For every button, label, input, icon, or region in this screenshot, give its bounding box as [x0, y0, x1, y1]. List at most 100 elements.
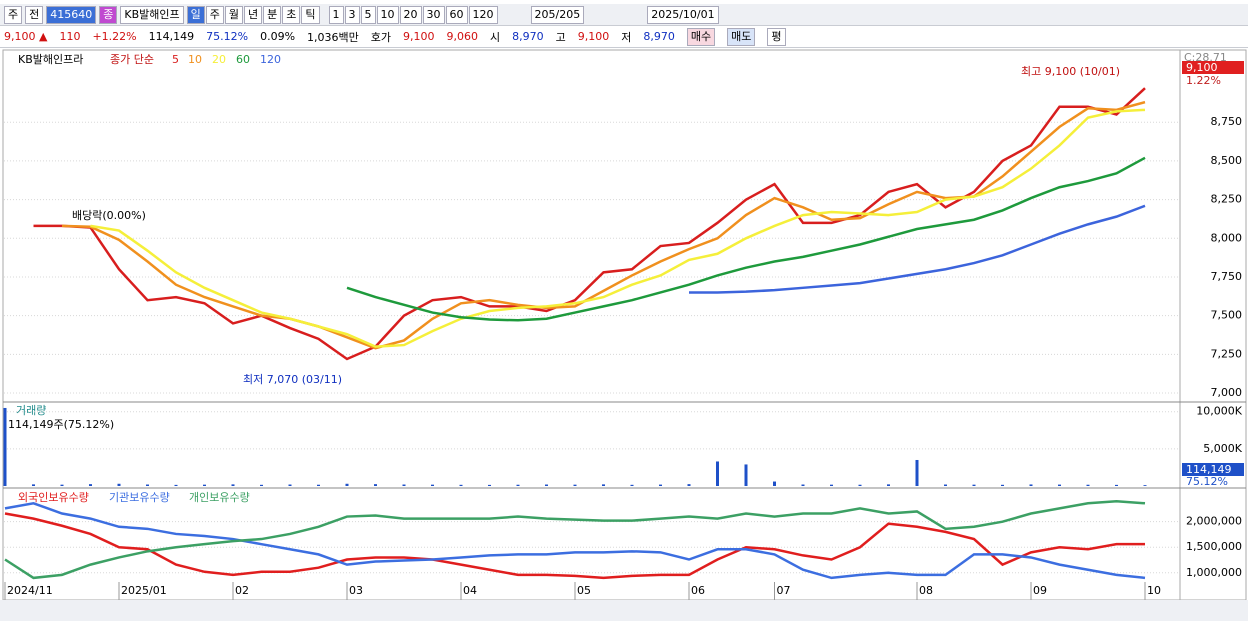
x-tick-label: 2025/01: [121, 584, 167, 597]
range-button[interactable]: 5: [360, 5, 376, 24]
unit-button[interactable]: 초: [282, 5, 301, 24]
sell[interactable]: 매도: [727, 27, 756, 46]
legend-entry: 120: [260, 53, 281, 66]
x-tick-label: 09: [1033, 584, 1047, 597]
volume-bar: [630, 484, 634, 486]
volume-bar: [203, 484, 206, 486]
volume-bar: [117, 483, 121, 486]
kind[interactable]: 종: [99, 5, 118, 24]
y-tick-label: 10,000K: [1196, 405, 1242, 418]
unit-button[interactable]: 틱: [301, 5, 320, 24]
volume-bar: [830, 484, 833, 486]
volume-bar: [858, 484, 862, 486]
prev[interactable]: 전: [25, 5, 44, 24]
annotation: 최저 7,070 (03/11): [243, 373, 342, 386]
quote-bar: 9,100 ▲ 110 +1.22% 114,149 75.12% 0.09% …: [0, 26, 1248, 48]
price: 9,100 ▲: [4, 30, 48, 43]
series-line: [90, 108, 1146, 348]
last-box: [1182, 61, 1244, 74]
volume-rate: 75.12%: [206, 30, 249, 43]
change: 110: [59, 30, 81, 43]
last-label: 9,100: [1186, 61, 1218, 74]
rate: +1.22%: [92, 30, 137, 43]
avg[interactable]: 평: [767, 27, 786, 46]
buy[interactable]: 매수: [686, 27, 716, 46]
annotation: 최고 9,100 (10/01): [1021, 65, 1120, 78]
chart: KB발해인프라 종가 단순 5 10 20 60 120 C:28.71 9,100 1…: [0, 49, 1248, 621]
series-line: [4, 499, 1146, 580]
volume-bar: [3, 407, 7, 486]
turnover: 0.09%: [260, 30, 296, 43]
volume-bar: [573, 484, 577, 486]
stock-name[interactable]: KB발해인프: [120, 5, 184, 24]
y-tick-label: 7,000: [1211, 386, 1243, 399]
y-tick-label: 7,250: [1211, 347, 1243, 360]
series-line: [4, 501, 1146, 580]
range-button[interactable]: 20: [399, 5, 422, 24]
period[interactable]: 주: [4, 5, 23, 24]
x-tick-label: 2024/11: [7, 584, 53, 597]
volume-bar: [915, 459, 919, 486]
legend-entry: 외국인보유수량: [18, 491, 89, 504]
range-button[interactable]: 10: [376, 5, 399, 24]
volume-bar: [431, 484, 434, 486]
bid: 9,060: [446, 30, 479, 43]
unit-button[interactable]: 일: [186, 5, 205, 24]
volume-bar: [516, 484, 520, 486]
open-label: 시: [490, 30, 501, 44]
x-tick-label: 03: [349, 584, 363, 597]
x-tick-label: 07: [777, 584, 791, 597]
volume-bar: [1115, 484, 1118, 486]
volume-bar: [1058, 484, 1061, 486]
range-button[interactable]: 30: [422, 5, 445, 24]
scroll-bar[interactable]: [0, 600, 1248, 621]
volume-bar: [545, 484, 548, 486]
y-tick-label: 7,750: [1211, 270, 1243, 283]
legend: 5 10 20 60 120: [172, 53, 281, 66]
legend-entry: 개인보유수량: [189, 491, 250, 504]
annotation: 배당락(0.00%): [72, 209, 146, 222]
x-tick-label: 06: [691, 584, 705, 597]
y-tick-label: 2,000,000: [1186, 515, 1242, 528]
y-tick-label: 1,000,000: [1186, 566, 1242, 579]
volume-bar: [716, 461, 719, 486]
volume-bar: [602, 484, 605, 486]
legend-entry: 60: [236, 53, 250, 66]
range-button[interactable]: 60: [445, 5, 468, 24]
volume-bar: [374, 484, 377, 486]
y-tick-label: 5,000K: [1203, 442, 1242, 455]
open: 8,970: [512, 30, 544, 43]
high: 9,100: [577, 30, 610, 43]
last-rate: 1.22%: [1186, 74, 1221, 87]
chart-title: KB발해인프라: [18, 52, 83, 66]
y-tick-label: 8,500: [1211, 154, 1243, 167]
code[interactable]: 415640: [46, 5, 97, 24]
volume-bar: [32, 484, 35, 486]
volume-bar: [402, 484, 406, 486]
range-button[interactable]: 1: [328, 5, 344, 24]
volume-bar: [89, 484, 92, 486]
volume-bar: [174, 484, 178, 486]
volume-box: [1182, 463, 1244, 476]
volume-bar: [1086, 484, 1090, 486]
ask-label: 호가: [370, 30, 392, 44]
unit-button[interactable]: 주: [205, 5, 224, 24]
volume-bar: [773, 481, 776, 486]
range-button[interactable]: 120: [468, 5, 498, 24]
x-tick-label: 08: [919, 584, 933, 597]
unit-button[interactable]: 분: [263, 5, 282, 24]
volume-bar: [659, 484, 662, 486]
unit-button[interactable]: 년: [244, 5, 263, 24]
series-line: [33, 87, 1146, 361]
volume-bar: [687, 484, 691, 486]
ask: 9,100: [403, 30, 435, 43]
y-tick-label: 1,500,000: [1186, 540, 1242, 553]
range-button[interactable]: 3: [344, 5, 360, 24]
date[interactable]: 2025/10/01: [647, 5, 719, 24]
volume-last-rate: 75.12%: [1186, 475, 1228, 488]
legend-entry: 20: [212, 53, 226, 66]
unit-button[interactable]: 월: [224, 5, 243, 24]
volume-bar: [317, 484, 320, 486]
